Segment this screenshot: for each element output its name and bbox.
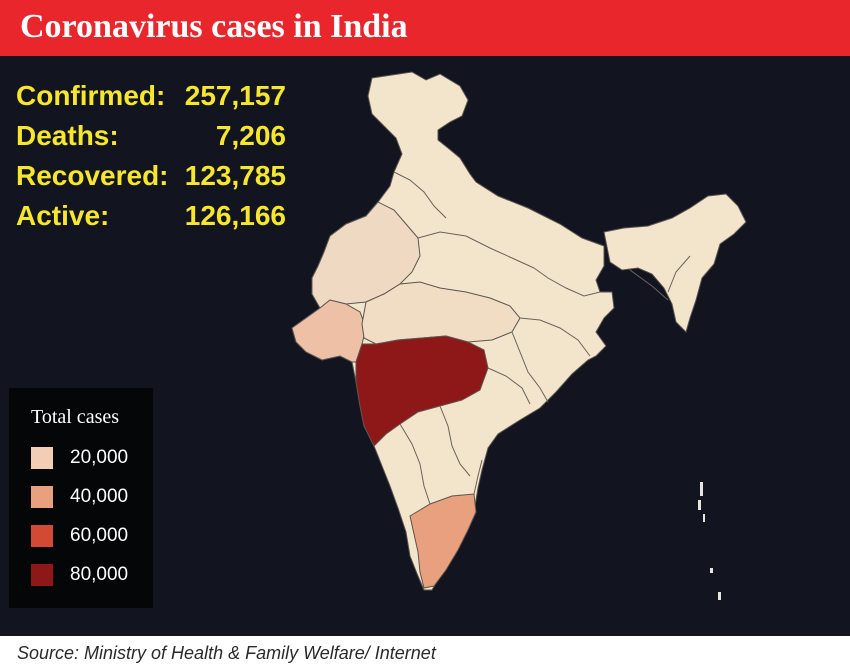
- legend-label: 20,000: [70, 447, 129, 468]
- india-northeast: [603, 193, 747, 333]
- stat-value: 257,157: [184, 80, 286, 111]
- stat-label: Recovered:: [16, 160, 169, 191]
- map-legend: Total cases 20,000 40,000 60,000 80,000: [9, 388, 153, 608]
- state-borders: [393, 171, 691, 505]
- region-maharashtra: [355, 335, 489, 447]
- legend-swatch: [31, 525, 53, 547]
- stat-deaths: Deaths: 7,206: [16, 116, 286, 156]
- legend-swatch: [31, 486, 53, 508]
- summary-stats: Confirmed: 257,157 Deaths: 7,206 Recover…: [16, 76, 286, 236]
- footer: Source: Ministry of Health & Family Welf…: [0, 636, 850, 668]
- stat-value: 126,166: [184, 200, 286, 231]
- stat-value: 7,206: [215, 120, 286, 151]
- title-banner: Coronavirus cases in India: [0, 0, 850, 56]
- stat-label: Active:: [16, 200, 110, 231]
- region-gujarat: [291, 299, 367, 363]
- stat-value: 123,785: [184, 160, 286, 191]
- legend-item: 40,000: [31, 485, 128, 509]
- source-credit: Source: Ministry of Health & Family Welf…: [17, 643, 436, 663]
- stat-label: Confirmed:: [16, 80, 166, 111]
- page-title: Coronavirus cases in India: [20, 8, 408, 45]
- map-panel: Confirmed: 257,157 Deaths: 7,206 Recover…: [0, 56, 850, 636]
- stat-recovered: Recovered: 123,785: [16, 156, 286, 196]
- legend-label: 60,000: [70, 525, 129, 546]
- legend-title: Total cases: [31, 406, 120, 428]
- legend-label: 80,000: [70, 564, 129, 585]
- stat-label: Deaths:: [16, 120, 119, 151]
- legend-swatch: [31, 564, 53, 586]
- andaman-islands: [698, 482, 721, 600]
- legend-item: 60,000: [31, 524, 128, 548]
- legend-item: 20,000: [31, 446, 128, 470]
- legend-label: 40,000: [70, 486, 129, 507]
- stat-active: Active: 126,166: [16, 196, 286, 236]
- region-tamil-nadu: [409, 493, 477, 589]
- legend-swatch: [31, 447, 53, 469]
- legend-item: 80,000: [31, 563, 128, 587]
- india-map: [291, 71, 747, 600]
- stat-confirmed: Confirmed: 257,157: [16, 76, 286, 116]
